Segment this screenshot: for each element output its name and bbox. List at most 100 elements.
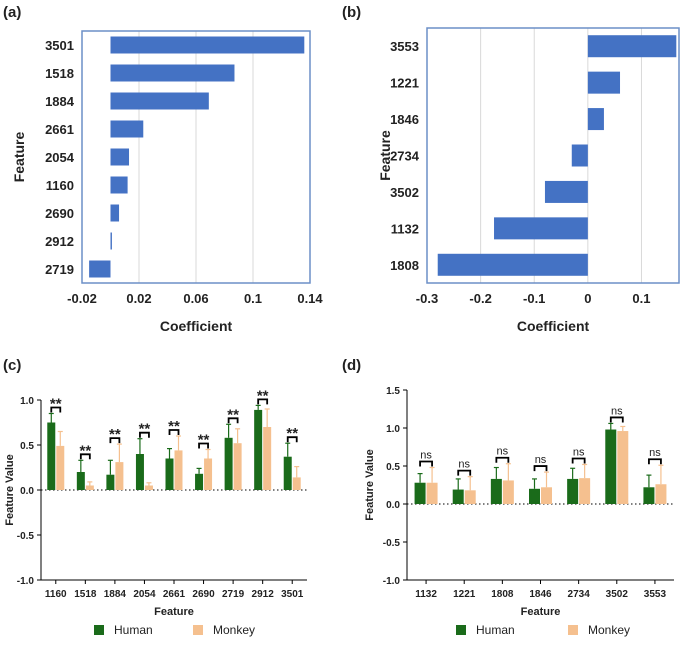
significance-bracket xyxy=(571,457,586,464)
y-tick-label: 2719 xyxy=(45,262,74,277)
y-tick-label: 1884 xyxy=(45,94,75,109)
x-tick-label: 0.14 xyxy=(297,291,323,306)
significance-label: ** xyxy=(79,442,91,459)
significance-label: ns xyxy=(420,450,432,462)
significance-label: ** xyxy=(286,425,298,442)
chart-panel-3: (d) -1.0 -0.5 0.0 0.5 1.0 1.5 1132 ns 1221 ns 1808 n… xyxy=(342,357,674,637)
y-tick-label: 1518 xyxy=(45,66,74,81)
significance-bracket xyxy=(609,416,624,423)
x-tick-label: 0.1 xyxy=(632,291,650,306)
bar xyxy=(85,485,94,490)
significance-bracket xyxy=(286,436,298,443)
x-tick-label: -0.02 xyxy=(67,291,97,306)
significance-label: ** xyxy=(50,396,62,413)
y-tick-label: 2734 xyxy=(390,149,420,164)
significance-bracket xyxy=(168,429,180,435)
bar xyxy=(110,64,235,82)
y-tick-label: 0.0 xyxy=(386,500,400,511)
panel-label: (a) xyxy=(3,4,21,21)
bar xyxy=(502,480,514,504)
significance-label: ** xyxy=(257,387,269,404)
bar xyxy=(110,120,144,138)
bar xyxy=(110,204,120,222)
bar xyxy=(529,488,540,504)
x-tick-label: 0.02 xyxy=(126,291,151,306)
bar xyxy=(605,429,617,504)
significance-bracket xyxy=(257,398,269,405)
y-tick-label: 0.5 xyxy=(20,441,34,452)
bar xyxy=(195,473,204,490)
bar xyxy=(110,232,112,250)
y-tick-label: 2690 xyxy=(45,206,74,221)
significance-bracket xyxy=(533,465,548,472)
x-tick-label: -0.2 xyxy=(469,291,491,306)
legend-label: Human xyxy=(114,623,153,637)
bar xyxy=(110,176,128,194)
bar xyxy=(283,456,292,490)
x-axis-label: Feature xyxy=(521,606,561,618)
y-tick-label: -0.5 xyxy=(383,538,401,549)
legend-swatch xyxy=(94,625,104,635)
legend-label: Human xyxy=(476,623,515,637)
y-axis-label: Feature Value xyxy=(4,454,16,526)
significance-bracket xyxy=(457,469,472,476)
legend-swatch xyxy=(456,625,466,635)
bar xyxy=(233,443,242,490)
y-tick-label: 1.0 xyxy=(20,396,34,407)
x-tick-label: 2054 xyxy=(133,589,156,600)
significance-label: ** xyxy=(227,406,239,423)
significance-bracket xyxy=(198,442,209,449)
x-tick-label: 2690 xyxy=(192,589,215,600)
bar xyxy=(135,454,144,490)
bar xyxy=(144,485,153,490)
bar xyxy=(655,484,667,504)
y-tick-label: 0.0 xyxy=(20,486,34,497)
y-tick-label: 2661 xyxy=(45,122,74,137)
bar xyxy=(47,422,56,490)
y-tick-label: 1160 xyxy=(46,178,74,193)
y-axis-label: Feature xyxy=(377,130,393,181)
legend-swatch xyxy=(568,625,578,635)
x-axis-label: Feature xyxy=(154,606,194,618)
bar xyxy=(452,489,464,504)
y-tick-label: 3501 xyxy=(45,38,74,53)
x-tick-label: -0.1 xyxy=(523,291,545,306)
y-tick-label: 2912 xyxy=(45,234,74,249)
significance-label: ns xyxy=(535,454,547,466)
x-tick-label: 1221 xyxy=(453,589,476,600)
legend-label: Monkey xyxy=(213,623,255,637)
bar xyxy=(571,144,588,167)
bar xyxy=(426,482,438,504)
bar xyxy=(464,490,476,504)
significance-label: ns xyxy=(611,405,623,417)
significance-label: ns xyxy=(497,446,509,458)
y-tick-label: 1.0 xyxy=(386,424,400,435)
x-tick-label: 3501 xyxy=(281,589,304,600)
x-tick-label: 1518 xyxy=(74,589,97,600)
bar xyxy=(541,487,552,504)
y-axis-label: Feature Value xyxy=(364,449,376,521)
y-tick-label: 3502 xyxy=(390,185,419,200)
x-tick-label: 3553 xyxy=(644,589,667,600)
legend-label: Monkey xyxy=(588,623,630,637)
bar xyxy=(292,477,301,490)
x-tick-label: -0.3 xyxy=(416,291,438,306)
x-tick-label: 2912 xyxy=(252,589,275,600)
bar xyxy=(224,437,233,490)
legend-swatch xyxy=(193,625,203,635)
significance-label: ns xyxy=(458,459,470,471)
chart-panel-1: (b) 3553 1221 1846 2734 3502 1132 1808 -0.3 -0.2 -… xyxy=(342,4,680,334)
significance-bracket xyxy=(79,453,91,460)
bar xyxy=(617,431,629,504)
significance-label: ns xyxy=(649,447,661,459)
x-tick-label: 1884 xyxy=(104,589,127,600)
bar xyxy=(437,253,588,276)
y-tick-label: 1.5 xyxy=(386,386,400,397)
bar xyxy=(254,409,263,490)
bar xyxy=(544,180,588,203)
x-tick-label: 1132 xyxy=(415,589,437,600)
panel-label: (b) xyxy=(342,4,361,21)
chart-panel-2: (c) -1.0 -0.5 0.0 0.5 1.0 1160 ** 1518 ** 1884 ** 20… xyxy=(3,357,307,637)
y-tick-label: -0.5 xyxy=(17,531,35,542)
x-tick-label: 1160 xyxy=(45,589,67,600)
